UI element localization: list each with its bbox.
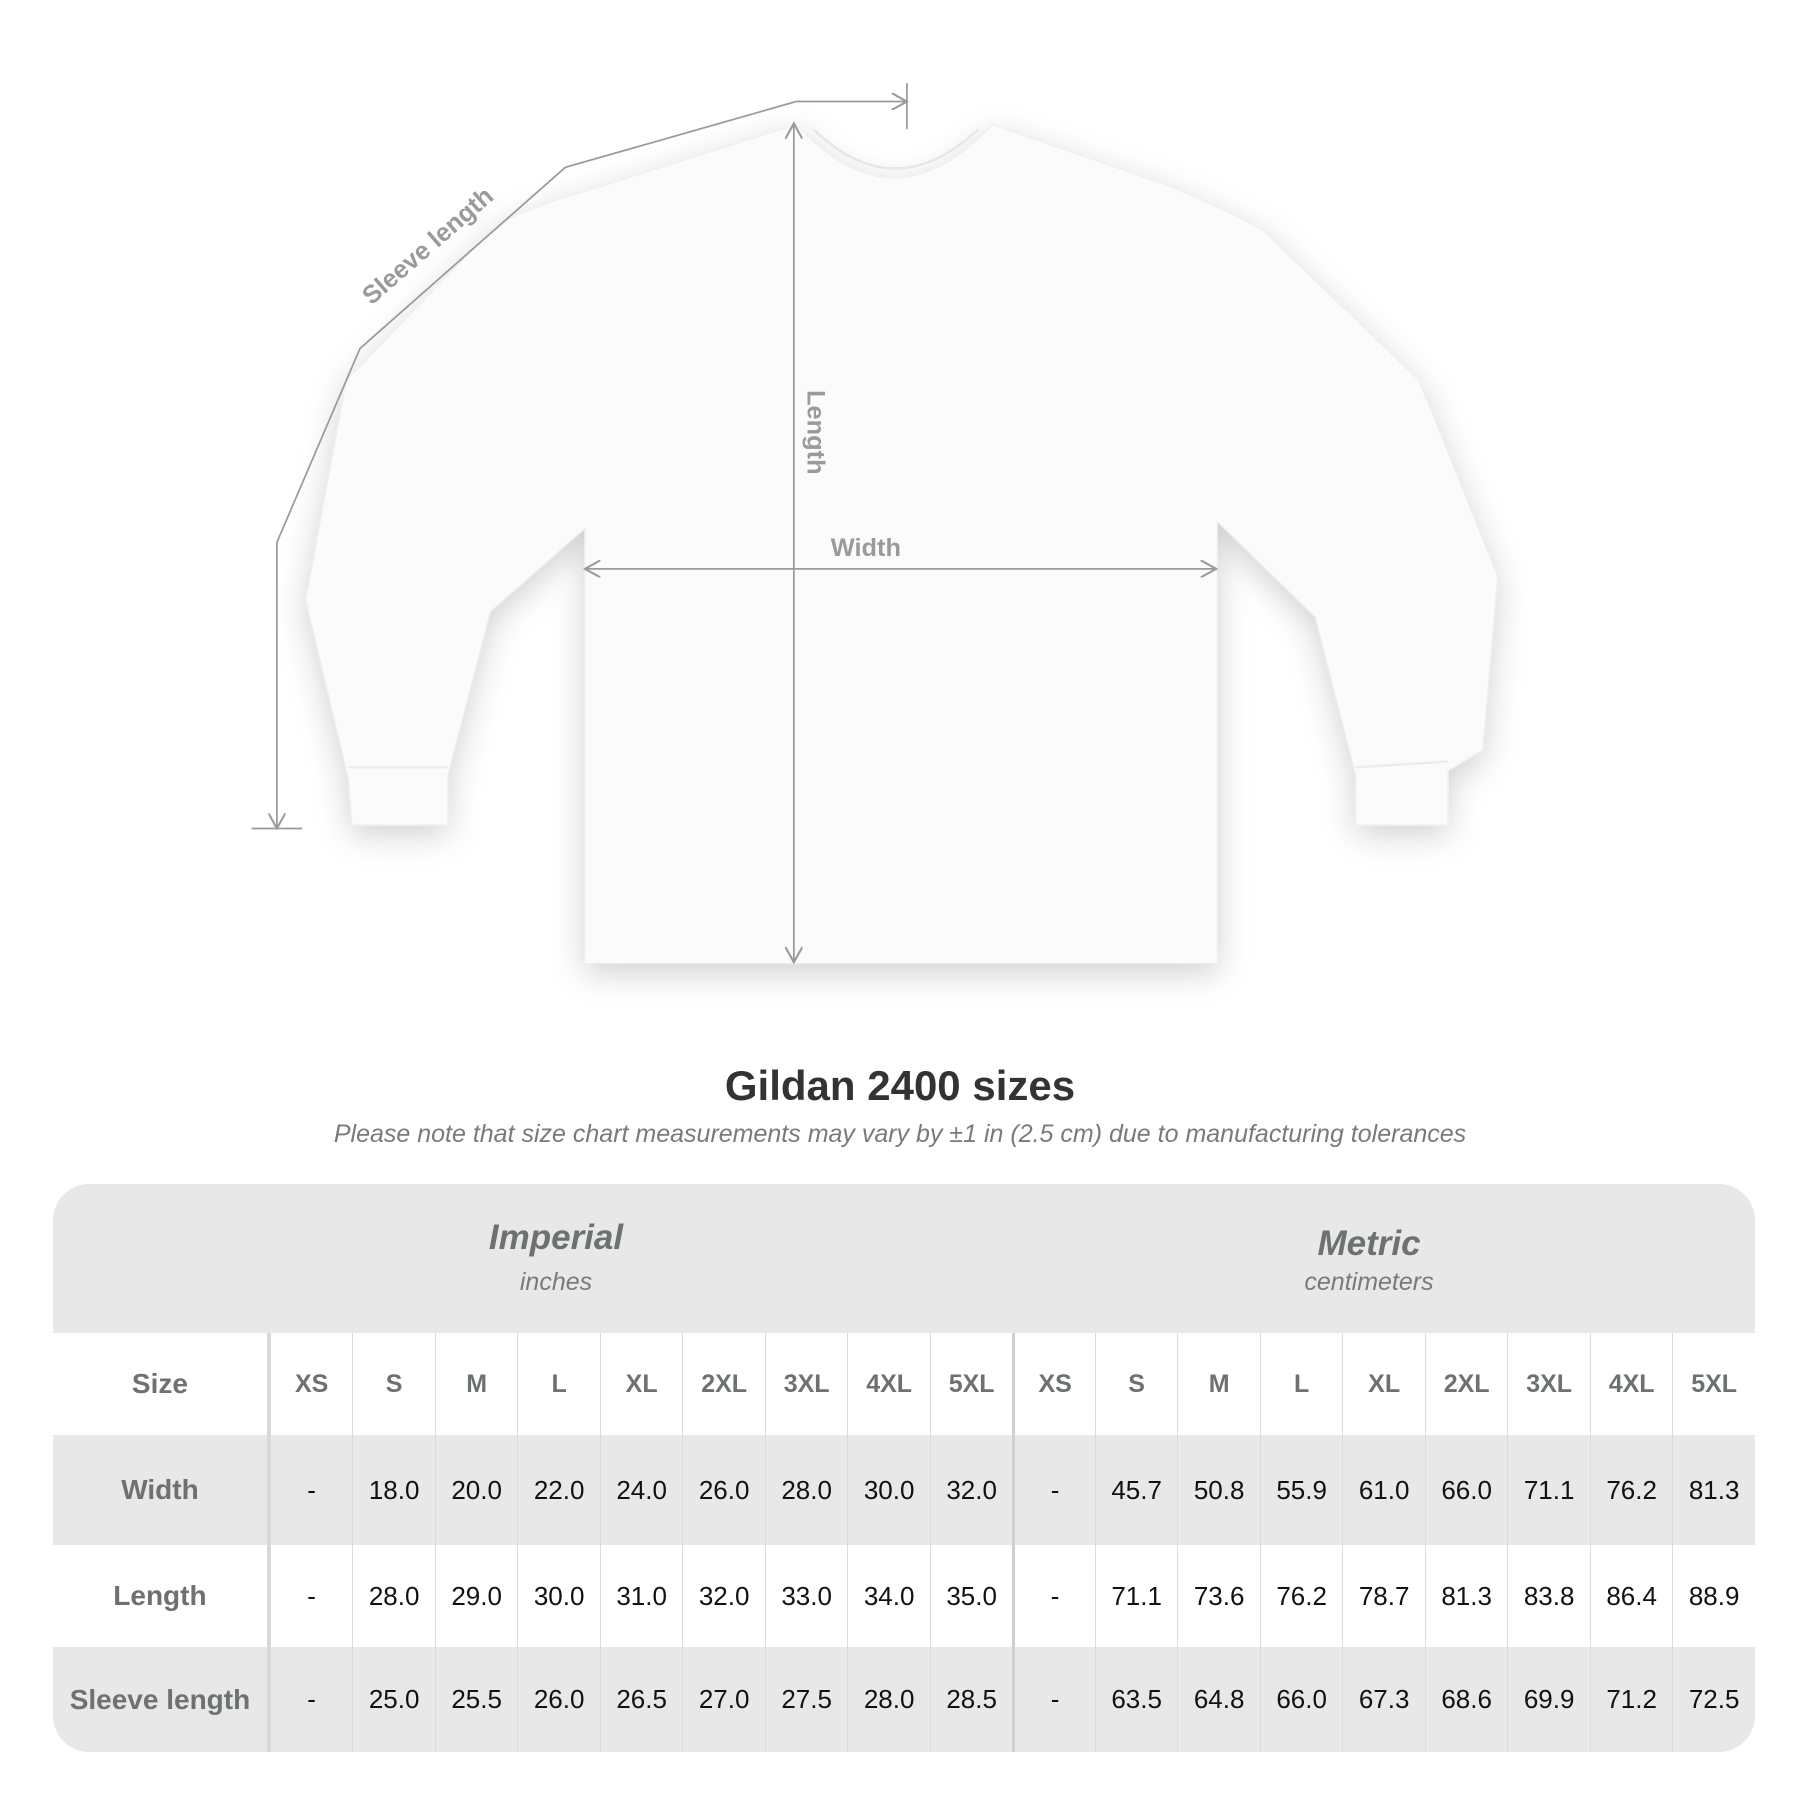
- metric-value-cell: 50.8: [1177, 1435, 1260, 1545]
- row-label: Size: [53, 1333, 270, 1435]
- imperial-value-cell: 28.0: [847, 1647, 930, 1752]
- shirt-shape: [305, 123, 1499, 965]
- imperial-value-cell: 18.0: [352, 1435, 435, 1545]
- size-header-cell: 2XL: [1424, 1333, 1508, 1435]
- imperial-unit: inches: [519, 1268, 593, 1296]
- imperial-value-cell: 28.0: [352, 1545, 435, 1647]
- size-header-cell: M: [434, 1333, 518, 1435]
- imperial-value-cell: 35.0: [929, 1545, 1013, 1647]
- metric-value-cell: 64.8: [1177, 1647, 1260, 1752]
- imperial-value-cell: 26.0: [517, 1647, 600, 1752]
- imperial-value-cell: 30.0: [517, 1545, 600, 1647]
- right-cuff-seam: [1355, 760, 1449, 769]
- metric-value-cell: 72.5: [1672, 1647, 1755, 1752]
- metric-value-cell: 81.3: [1672, 1435, 1755, 1545]
- size-header-cell: XL: [1342, 1333, 1425, 1435]
- metric-value-cell: 81.3: [1424, 1545, 1508, 1647]
- metric-value-cell: 61.0: [1342, 1435, 1425, 1545]
- imperial-value-cell: 24.0: [599, 1435, 683, 1545]
- size-table: Imperial inches Metric centimeters Size X…: [53, 1184, 1755, 1752]
- size-header-cell: 5XL: [929, 1333, 1013, 1435]
- imperial-value-cell: 30.0: [847, 1435, 930, 1545]
- length-label: Length: [802, 390, 830, 475]
- metric-value-cell: 66.0: [1259, 1647, 1343, 1752]
- metric-value-cell: 71.1: [1094, 1545, 1178, 1647]
- imperial-title: Imperial: [488, 1218, 624, 1257]
- metric-value-cell: 88.9: [1672, 1545, 1755, 1647]
- size-header-cell: XL: [599, 1333, 683, 1435]
- table-row: Sleeve length -25.0 25.5 26.0 26.5 27.0 27.5 28…: [53, 1647, 1755, 1752]
- metric-value-cell: 63.5: [1094, 1647, 1178, 1752]
- size-header-cell: M: [1177, 1333, 1260, 1435]
- imperial-value-cell: 26.0: [682, 1435, 765, 1545]
- metric-value-cell: -: [1012, 1647, 1095, 1752]
- size-header-cell: 2XL: [682, 1333, 765, 1435]
- imperial-value-cell: 32.0: [929, 1435, 1013, 1545]
- metric-value-cell: 73.6: [1177, 1545, 1260, 1647]
- metric-value-cell: 69.9: [1507, 1647, 1590, 1752]
- table-row: Width -18.0 20.0 22.0 24.0 26.0 28.0 30.0 32.0-4…: [53, 1435, 1755, 1545]
- row-label: Length: [53, 1545, 270, 1647]
- metric-title: Metric: [1317, 1224, 1421, 1263]
- width-label: Width: [831, 534, 901, 562]
- imperial-value-cell: 29.0: [434, 1545, 518, 1647]
- metric-value-cell: 83.8: [1507, 1545, 1590, 1647]
- size-header-cell: XS: [269, 1333, 353, 1435]
- table-row: Length -28.0 29.0 30.0 31.0 32.0 33.0 34.0 35.0-…: [53, 1545, 1755, 1647]
- row-label: Sleeve length: [53, 1647, 270, 1752]
- imperial-value-cell: -: [269, 1647, 353, 1752]
- sleeve-length-line: [251, 83, 907, 828]
- metric-value-cell: 76.2: [1259, 1545, 1343, 1647]
- size-header-cell: 3XL: [764, 1333, 848, 1435]
- imperial-value-cell: 28.5: [929, 1647, 1013, 1752]
- imperial-value-cell: 26.5: [599, 1647, 683, 1752]
- imperial-header: Imperial inches: [306, 1218, 806, 1297]
- metric-value-cell: 66.0: [1424, 1435, 1508, 1545]
- metric-value-cell: 45.7: [1094, 1435, 1178, 1545]
- imperial-value-cell: 28.0: [764, 1435, 848, 1545]
- imperial-value-cell: 27.5: [764, 1647, 848, 1752]
- imperial-value-cell: 25.0: [352, 1647, 435, 1752]
- imperial-value-cell: 34.0: [847, 1545, 930, 1647]
- metric-value-cell: 55.9: [1259, 1435, 1343, 1545]
- imperial-value-cell: -: [269, 1435, 353, 1545]
- metric-value-cell: 67.3: [1342, 1647, 1425, 1752]
- tolerance-note: Please note that size chart measurements…: [333, 1120, 1467, 1148]
- size-header-cell: S: [1094, 1333, 1178, 1435]
- metric-value-cell: 71.1: [1507, 1435, 1590, 1545]
- size-header-cell: 4XL: [847, 1333, 930, 1435]
- metric-unit: centimeters: [1304, 1268, 1434, 1296]
- metric-value-cell: -: [1012, 1545, 1095, 1647]
- size-header-cell: 4XL: [1589, 1333, 1673, 1435]
- metric-header: Metric centimeters: [1119, 1224, 1619, 1297]
- size-header-cell: L: [517, 1333, 600, 1435]
- metric-value-cell: 71.2: [1589, 1647, 1673, 1752]
- metric-value-cell: -: [1012, 1435, 1095, 1545]
- metric-value-cell: 68.6: [1424, 1647, 1508, 1752]
- imperial-value-cell: 33.0: [764, 1545, 848, 1647]
- table-header-band: Imperial inches Metric centimeters: [53, 1184, 1755, 1333]
- size-header-cell: L: [1259, 1333, 1343, 1435]
- row-label: Width: [53, 1435, 270, 1545]
- size-header-row: Size XS S M L XL 2XL 3XL 4XL 5XL XS S M L XL 2XL 3XL 4XL 5…: [53, 1333, 1755, 1435]
- imperial-value-cell: 22.0: [517, 1435, 600, 1545]
- size-header-cell: 3XL: [1507, 1333, 1590, 1435]
- metric-value-cell: 86.4: [1589, 1545, 1673, 1647]
- imperial-value-cell: 20.0: [434, 1435, 518, 1545]
- size-header-cell: S: [352, 1333, 435, 1435]
- imperial-value-cell: 25.5: [434, 1647, 518, 1752]
- size-header-cell: 5XL: [1672, 1333, 1755, 1435]
- imperial-value-cell: 31.0: [599, 1545, 683, 1647]
- size-header-cell: XS: [1012, 1333, 1095, 1435]
- metric-value-cell: 76.2: [1589, 1435, 1673, 1545]
- imperial-value-cell: 32.0: [682, 1545, 765, 1647]
- imperial-value-cell: 27.0: [682, 1647, 765, 1752]
- chart-title: Gildan 2400 sizes: [724, 1062, 1076, 1109]
- metric-value-cell: 78.7: [1342, 1545, 1425, 1647]
- imperial-value-cell: -: [269, 1545, 353, 1647]
